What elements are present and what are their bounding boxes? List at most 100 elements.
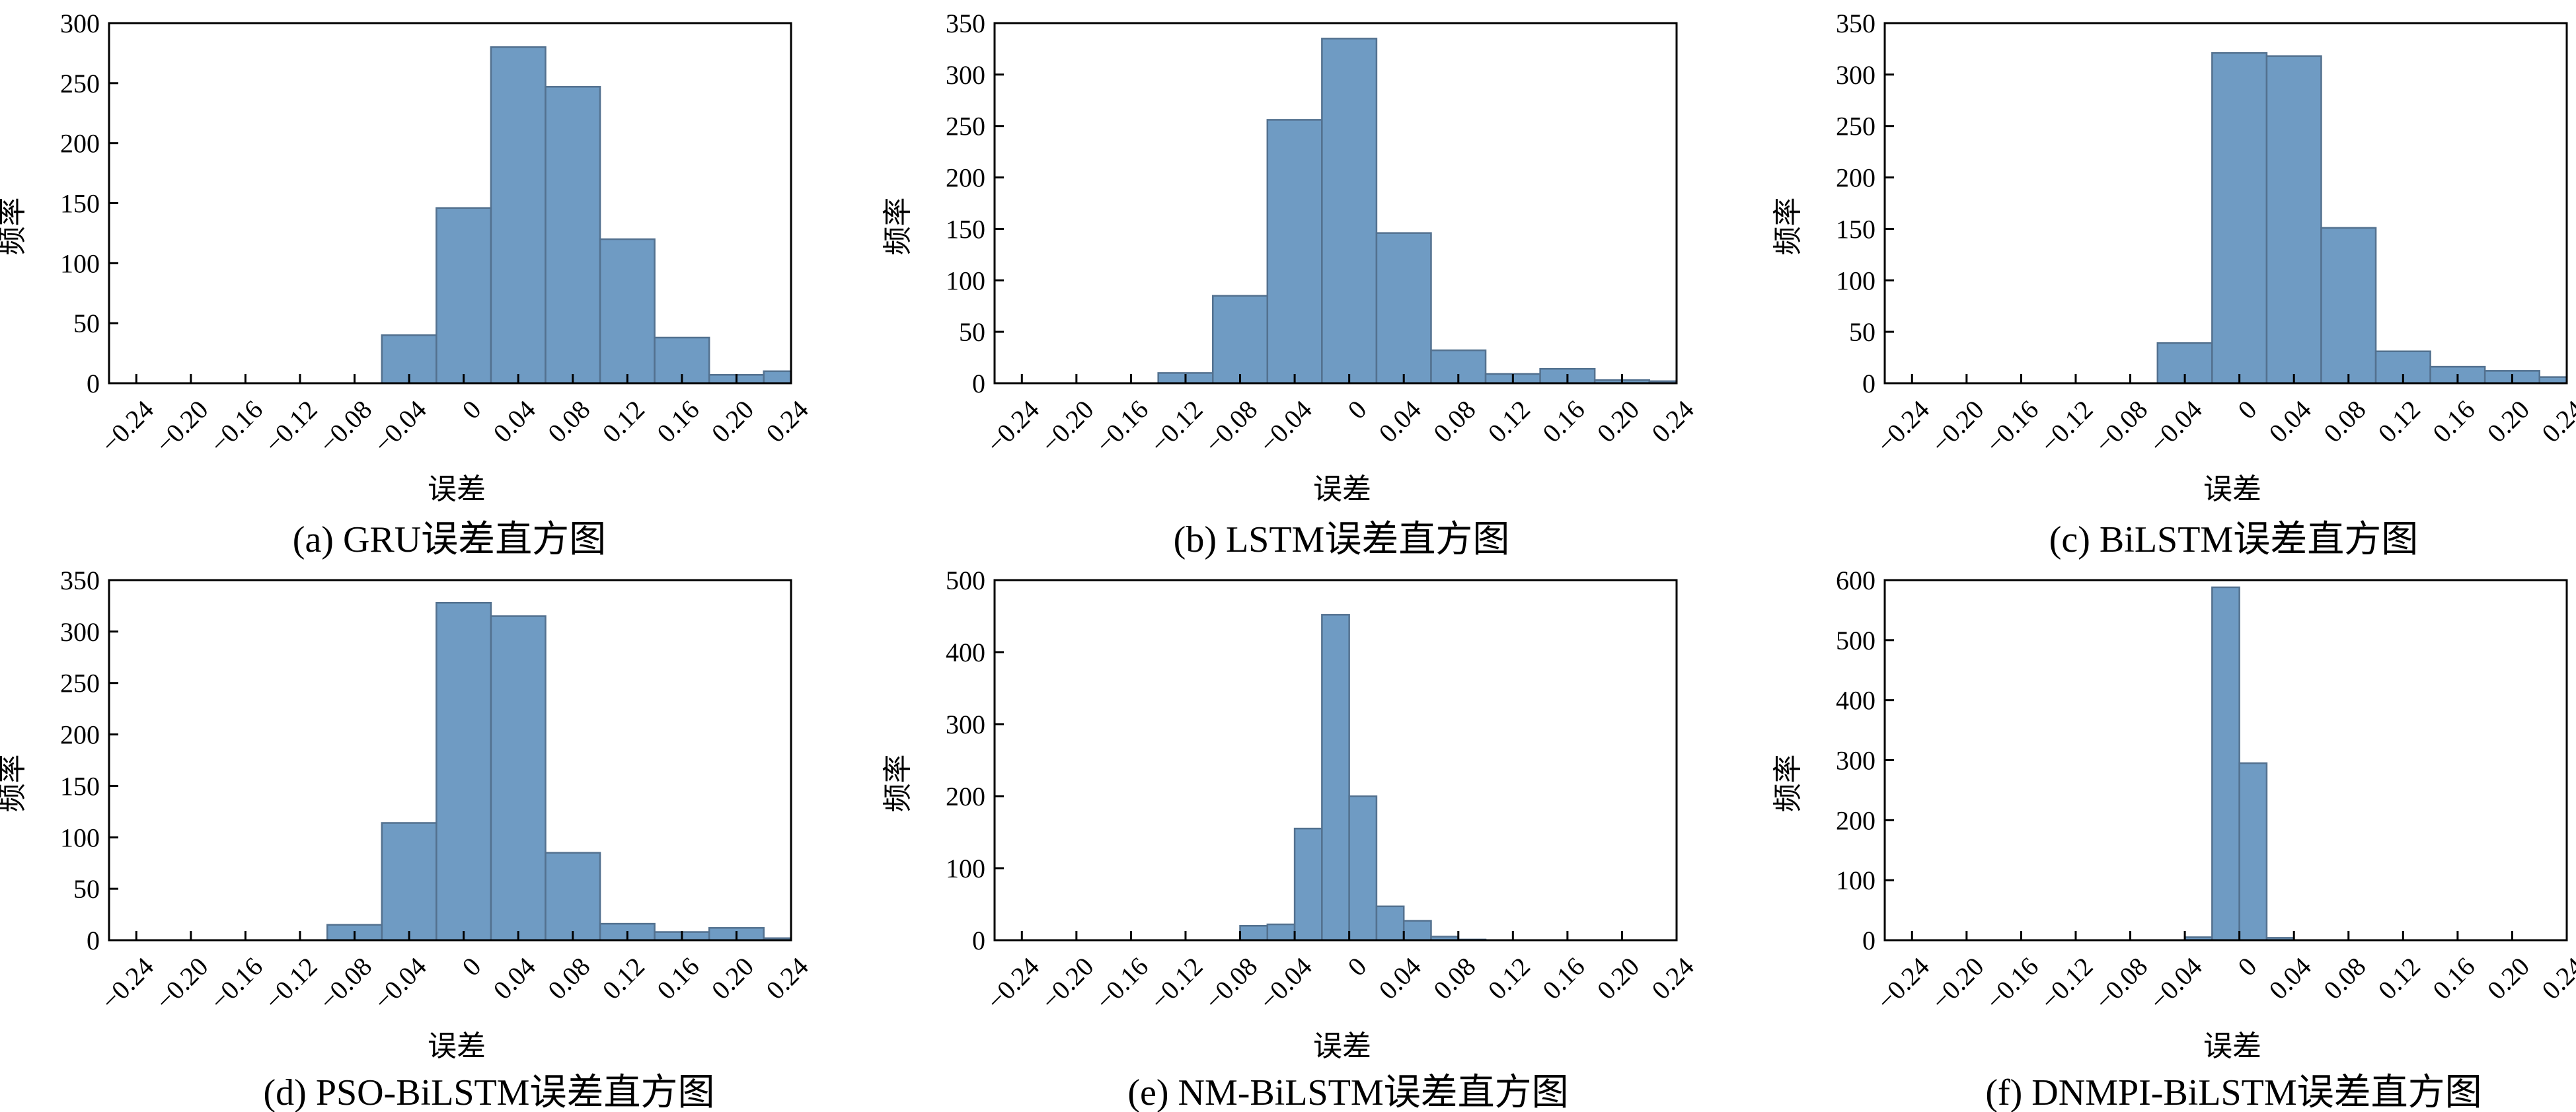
x-tick-label: 0.20 <box>2481 951 2535 1005</box>
y-tick-label: 300 <box>1836 746 1875 776</box>
x-tick-label: −0.20 <box>149 394 213 459</box>
histogram-bar <box>436 602 492 940</box>
x-tick-label: −0.24 <box>981 394 1045 459</box>
y-tick-label: 150 <box>1836 214 1875 244</box>
x-tick-label: −0.08 <box>1199 951 1263 1016</box>
x-tick-label: 0.12 <box>2372 951 2426 1005</box>
axes-frame <box>1883 22 2568 385</box>
y-tick-label: 0 <box>87 926 100 955</box>
y-tick-label: 200 <box>60 129 100 159</box>
histogram-bar <box>545 86 601 383</box>
chart-panel-b: 0 50 100 150 200 250 300 350 −0.24−0.20−0.16−0.1… <box>882 9 1700 560</box>
x-tick-label: −0.08 <box>313 394 377 459</box>
x-tick-label: 0.12 <box>1482 394 1536 448</box>
x-tick-label: 0 <box>2232 394 2262 425</box>
x-tick-label: −0.16 <box>1090 951 1154 1016</box>
x-tick-label: 0.16 <box>2427 951 2480 1005</box>
x-tick-label: −0.16 <box>1090 394 1154 459</box>
x-tick-label: 0.24 <box>760 951 814 1005</box>
x-tick-label: 0 <box>456 951 486 982</box>
x-tick-label: 0.08 <box>2318 394 2371 448</box>
x-tick-label: −0.12 <box>258 394 322 459</box>
y-tick-label: 0 <box>1862 926 1875 955</box>
x-tick-label: 0.20 <box>1591 394 1645 448</box>
y-tick-label: 250 <box>60 669 100 698</box>
chart-panel-f: 0 100 200 300 400 500 600 −0.24−0.20−0.16−0.12−… <box>1772 566 2576 1112</box>
x-axis-label: 误差 <box>2203 473 2261 505</box>
x-tick-label: −0.04 <box>368 951 432 1016</box>
y-tick-label: 100 <box>1836 866 1875 895</box>
axes-frame <box>108 579 792 942</box>
x-tick-label: 0.12 <box>597 394 650 448</box>
x-tick-label: 0.24 <box>1646 951 1699 1005</box>
y-tick-label: 300 <box>946 60 985 90</box>
y-tick-label: 50 <box>959 317 985 347</box>
chart-panel-a: 050100150200250300−0.24−0.20−0.16−0.12−0… <box>0 9 814 560</box>
x-tick-label: 0.04 <box>1373 394 1427 448</box>
x-tick-label: 0.24 <box>2536 394 2576 448</box>
histogram-bar <box>599 238 656 383</box>
histogram-bar <box>1375 232 1432 383</box>
y-tick-label: 150 <box>60 771 100 801</box>
y-tick-label: 350 <box>60 566 100 595</box>
y-tick-label: 350 <box>1836 9 1875 38</box>
y-tick-label: 400 <box>946 638 985 667</box>
x-tick-label: −0.04 <box>2144 394 2208 459</box>
y-tick-label: 250 <box>1836 112 1875 141</box>
histogram-bar <box>1211 295 1269 383</box>
bars-d <box>326 602 791 940</box>
x-tick-label: 0.16 <box>1536 951 1590 1005</box>
y-axis-label: 频率 <box>0 198 28 256</box>
histogram-bar <box>1239 924 1269 940</box>
x-tick-label: 0.12 <box>597 951 650 1005</box>
x-tick-label: −0.20 <box>1925 394 1989 459</box>
chart-panel-d: 0 50 100 150 200 250 300 350 −0.24−0.20−0.16−0.1… <box>0 566 814 1112</box>
y-tick-label: 350 <box>946 9 985 38</box>
bars-e <box>1239 614 1487 940</box>
y-tick-label: 0 <box>972 369 985 398</box>
y-tick-label: 300 <box>60 617 100 647</box>
x-tick-label: −0.24 <box>1871 394 1935 459</box>
x-tick-label: −0.12 <box>2034 951 2098 1016</box>
histogram-bar <box>1266 119 1323 383</box>
y-tick-label: 200 <box>1836 805 1875 835</box>
y-tick-label: 200 <box>946 782 985 811</box>
x-tick-label: −0.12 <box>1144 951 1208 1016</box>
histogram-bar <box>2211 52 2268 383</box>
histogram-bar <box>2320 227 2377 383</box>
bars-a <box>381 46 791 383</box>
histogram-bar <box>381 822 437 940</box>
x-tick-label: −0.08 <box>2089 951 2153 1016</box>
histogram-bar <box>545 852 601 940</box>
x-tick-label: −0.04 <box>2144 951 2208 1016</box>
x-tick-label: −0.12 <box>2034 394 2098 459</box>
y-tick-label: 100 <box>60 248 100 278</box>
chart-panel-c: 0 50 100 150 200 250 300 350 −0.24−0.20−0.16−0.1… <box>1772 9 2576 560</box>
x-tick-label: 0.04 <box>1373 951 1427 1005</box>
x-tick-label: −0.16 <box>1980 951 2044 1016</box>
x-tick-label: −0.16 <box>204 951 268 1016</box>
y-axis-label: 频率 <box>1772 198 1804 256</box>
histogram-bar <box>1293 827 1323 940</box>
y-tick-label: 500 <box>1836 626 1875 655</box>
bars-c <box>2156 52 2567 383</box>
x-tick-label: 0.08 <box>2318 951 2371 1005</box>
chart-panel-e: 0100200300400500−0.24−0.20−0.16−0.12−0.0… <box>882 566 1700 1112</box>
y-tick-label: 300 <box>60 9 100 38</box>
y-tick-label: 0 <box>87 369 100 398</box>
x-axis-label: 误差 <box>1313 1030 1371 1062</box>
x-axis-label: 误差 <box>428 1030 486 1062</box>
x-tick-label: −0.08 <box>313 951 377 1016</box>
x-tick-label: −0.04 <box>1254 394 1318 459</box>
y-tick-label: 200 <box>1836 163 1875 193</box>
x-tick-label: −0.24 <box>95 951 159 1016</box>
x-tick-label: 0.04 <box>2263 951 2317 1005</box>
x-tick-label: 0.24 <box>760 394 814 448</box>
chart-caption: (a) GRU误差直方图 <box>293 519 606 560</box>
x-tick-label: 0.16 <box>651 951 704 1005</box>
chart-caption: (c) BiLSTM误差直方图 <box>2049 519 2418 560</box>
x-tick-label: 0.08 <box>1427 394 1481 448</box>
x-tick-label: 0 <box>1342 394 1372 425</box>
histogram-bar <box>1402 920 1432 940</box>
